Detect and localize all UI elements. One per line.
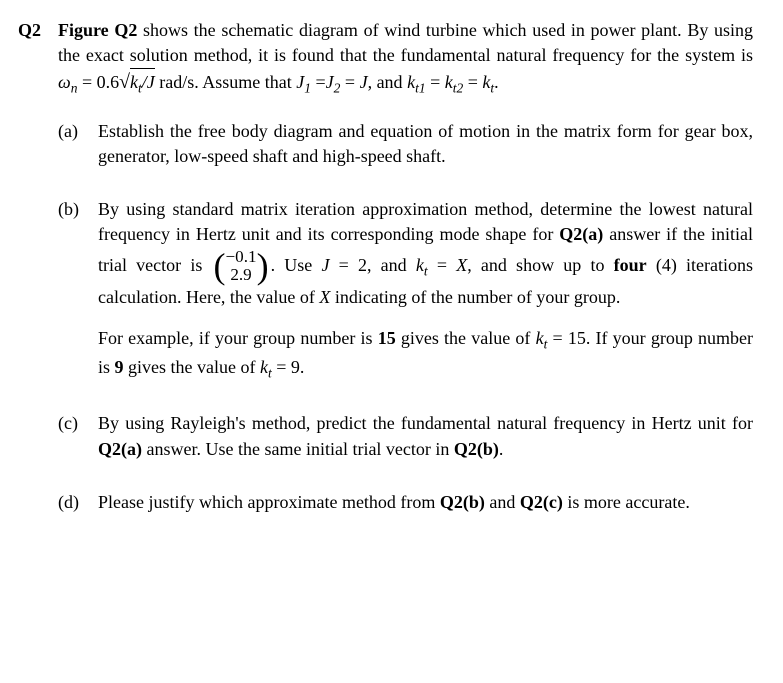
part-c-content: By using Rayleigh's method, predict the …: [98, 411, 753, 461]
part-c: (c) By using Rayleigh's method, predict …: [58, 411, 753, 461]
part-d: (d) Please justify which approximate met…: [58, 490, 753, 515]
comma: , and: [368, 72, 408, 92]
b-text4: , and show up to: [467, 255, 613, 275]
sqrt-content: kt/J: [130, 68, 155, 98]
part-b-content: By using standard matrix iteration appro…: [98, 197, 753, 383]
omega-var: ω: [58, 72, 71, 92]
kt-var: k: [130, 72, 138, 92]
ex-text3: gives the value of: [124, 357, 260, 377]
vec-top: −0.1: [226, 247, 257, 266]
eq1: =: [311, 72, 326, 92]
c-bold2: Q2(b): [454, 439, 499, 459]
d-text2: and: [485, 492, 520, 512]
b-xvar2: X: [319, 287, 330, 307]
j1-sub: 1: [304, 81, 311, 96]
j2-var: J: [326, 72, 334, 92]
equals-text: = 0.6: [77, 72, 119, 92]
sqrt-sign: √: [119, 71, 130, 93]
part-b-label: (b): [58, 197, 98, 383]
part-a-label: (a): [58, 119, 98, 169]
b-xvar: X: [456, 255, 467, 275]
ex-text2: gives the value of: [396, 328, 536, 348]
figure-ref: Figure Q2: [58, 20, 137, 40]
b-kvar: k: [416, 255, 424, 275]
b-bold2: four: [614, 255, 647, 275]
d-text1: Please justify which approximate method …: [98, 492, 440, 512]
b-example: For example, if your group number is 15 …: [98, 326, 753, 383]
part-d-label: (d): [58, 490, 98, 515]
rparen: ): [257, 250, 269, 282]
d-bold1: Q2(b): [440, 492, 485, 512]
ex-val2: = 9.: [272, 357, 305, 377]
kt1-var: k: [407, 72, 415, 92]
period: .: [494, 72, 499, 92]
part-b: (b) By using standard matrix iteration a…: [58, 197, 753, 383]
part-d-content: Please justify which approximate method …: [98, 490, 753, 515]
d-bold2: Q2(c): [520, 492, 563, 512]
trial-vector: (−0.12.9): [214, 248, 269, 286]
question-number: Q2: [18, 18, 58, 99]
c-bold1: Q2(a): [98, 439, 142, 459]
question-intro: Figure Q2 shows the schematic diagram of…: [58, 18, 753, 99]
c-text3: .: [499, 439, 504, 459]
eq3: =: [426, 72, 445, 92]
part-c-label: (c): [58, 411, 98, 461]
question-header: Q2 Figure Q2 shows the schematic diagram…: [18, 18, 753, 99]
lparen: (: [214, 250, 226, 282]
kt2-var: k: [445, 72, 453, 92]
ex-bold2: 9: [115, 357, 124, 377]
part-a-content: Establish the free body diagram and equa…: [98, 119, 753, 169]
ex-k2: k: [260, 357, 268, 377]
ex-text1: For example, if your group number is: [98, 328, 378, 348]
b-jval: = 2, and: [329, 255, 415, 275]
intro-text: shows the schematic diagram of wind turb…: [58, 20, 753, 65]
vec-bot: 2.9: [230, 265, 251, 284]
c-text1: By using Rayleigh's method, predict the …: [98, 413, 753, 433]
ex-k1: k: [536, 328, 544, 348]
eq4: =: [463, 72, 482, 92]
jval: J: [360, 72, 368, 92]
j-var: /J: [142, 72, 155, 92]
part-a: (a) Establish the free body diagram and …: [58, 119, 753, 169]
b-bold1: Q2(a): [559, 224, 603, 244]
vec-values: −0.12.9: [226, 248, 257, 286]
ex-bold1: 15: [378, 328, 396, 348]
b-text6: indicating of the number of your group.: [330, 287, 620, 307]
eq2: =: [340, 72, 359, 92]
d-text3: is more accurate.: [563, 492, 690, 512]
c-text2: answer. Use the same initial trial vecto…: [142, 439, 454, 459]
units-text: rad/s. Assume that: [155, 72, 297, 92]
kt2-sub: t2: [453, 81, 464, 96]
kt1-sub: t1: [415, 81, 426, 96]
b-kval: =: [428, 255, 457, 275]
b-text3: . Use: [271, 255, 322, 275]
